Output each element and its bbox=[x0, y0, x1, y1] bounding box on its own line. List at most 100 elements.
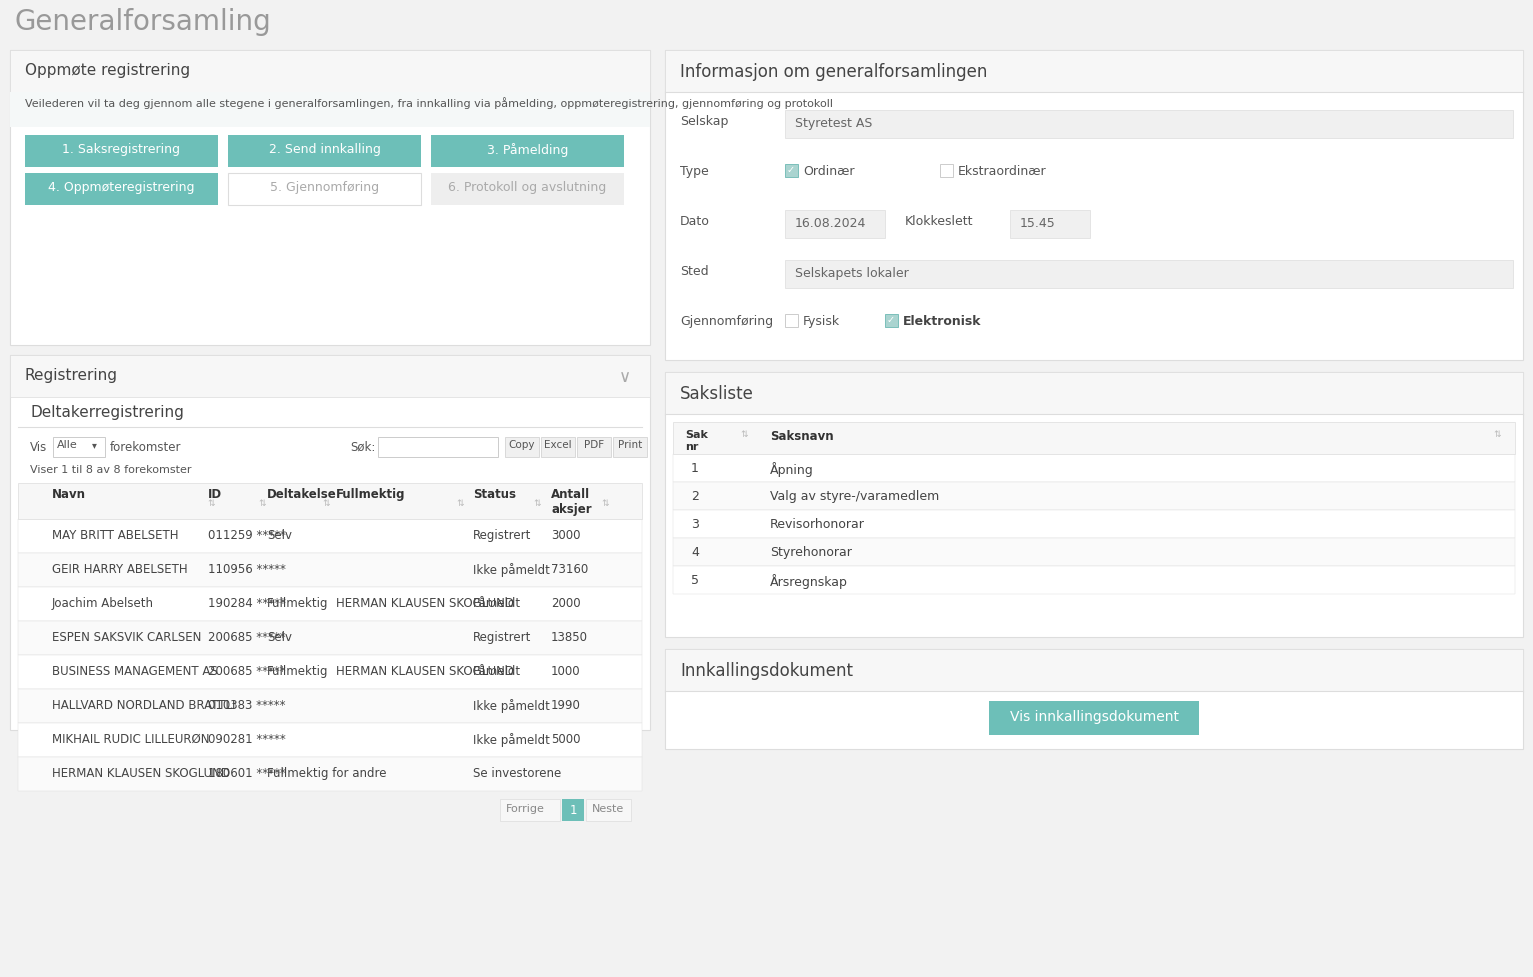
Bar bbox=[18, 483, 642, 519]
Text: 4: 4 bbox=[691, 546, 699, 559]
Text: Neste: Neste bbox=[592, 804, 624, 814]
Text: ∨: ∨ bbox=[619, 368, 632, 386]
Text: HERMAN KLAUSEN SKOGLUND: HERMAN KLAUSEN SKOGLUND bbox=[336, 665, 514, 678]
Text: Se investorene: Se investorene bbox=[474, 767, 561, 780]
Bar bbox=[665, 50, 1522, 92]
Text: Klokkeslett: Klokkeslett bbox=[904, 215, 973, 228]
Bar bbox=[673, 422, 1515, 454]
Bar bbox=[785, 110, 1513, 138]
Bar bbox=[1010, 210, 1090, 238]
Text: ESPEN SAKSVIK CARLSEN: ESPEN SAKSVIK CARLSEN bbox=[52, 631, 201, 644]
Text: Joachim Abelseth: Joachim Abelseth bbox=[52, 597, 153, 610]
Text: PDF: PDF bbox=[584, 440, 604, 450]
Text: Oppmøte registrering: Oppmøte registrering bbox=[25, 63, 190, 78]
Bar bbox=[18, 621, 642, 655]
Text: Innkallingsdokument: Innkallingsdokument bbox=[681, 662, 852, 680]
Text: Påmeldt: Påmeldt bbox=[474, 597, 521, 610]
Text: Deltakerregistrering: Deltakerregistrering bbox=[31, 405, 184, 420]
Text: Valg av styre-/varamedlem: Valg av styre-/varamedlem bbox=[770, 490, 940, 503]
Bar bbox=[18, 723, 642, 757]
Text: Ikke påmeldt: Ikke påmeldt bbox=[474, 699, 550, 713]
Bar bbox=[785, 210, 885, 238]
Text: Selv: Selv bbox=[267, 631, 291, 644]
Bar bbox=[18, 655, 642, 689]
Bar bbox=[989, 701, 1199, 735]
Text: 2000: 2000 bbox=[550, 597, 581, 610]
Text: 2. Send innkalling: 2. Send innkalling bbox=[268, 143, 380, 156]
Text: ⇅: ⇅ bbox=[258, 499, 265, 508]
Text: 5. Gjennomføring: 5. Gjennomføring bbox=[270, 181, 379, 194]
Bar bbox=[11, 355, 650, 397]
Text: 5000: 5000 bbox=[550, 733, 581, 746]
Text: Fullmektig for andre: Fullmektig for andre bbox=[267, 767, 386, 780]
Text: Selskapets lokaler: Selskapets lokaler bbox=[796, 267, 909, 280]
Text: ⇅: ⇅ bbox=[601, 499, 609, 508]
Text: MAY BRITT ABELSETH: MAY BRITT ABELSETH bbox=[52, 529, 178, 542]
Text: 110956 *****: 110956 ***** bbox=[208, 563, 285, 576]
Text: Fullmektig: Fullmektig bbox=[267, 665, 328, 678]
Bar bbox=[785, 260, 1513, 288]
Text: 2: 2 bbox=[691, 490, 699, 503]
Text: 190284 *****: 190284 ***** bbox=[208, 597, 285, 610]
Bar bbox=[11, 355, 650, 730]
Bar bbox=[576, 437, 612, 457]
Bar bbox=[673, 566, 1515, 594]
Text: Deltakelse: Deltakelse bbox=[267, 488, 337, 501]
Text: Vis innkallingsdokument: Vis innkallingsdokument bbox=[1010, 710, 1179, 724]
Text: Selv: Selv bbox=[267, 529, 291, 542]
Text: Åpning: Åpning bbox=[770, 462, 814, 477]
Text: Registrert: Registrert bbox=[474, 529, 532, 542]
Bar bbox=[11, 50, 650, 345]
Text: Styrehonorar: Styrehonorar bbox=[770, 546, 852, 559]
Text: HERMAN KLAUSEN SKOGLUND: HERMAN KLAUSEN SKOGLUND bbox=[336, 597, 514, 610]
Text: Ikke påmeldt: Ikke påmeldt bbox=[474, 563, 550, 577]
Text: Navn: Navn bbox=[52, 488, 86, 501]
Text: ✓: ✓ bbox=[888, 315, 895, 325]
Text: forekomster: forekomster bbox=[110, 441, 181, 454]
Bar bbox=[665, 649, 1522, 691]
Bar bbox=[785, 314, 799, 327]
Bar bbox=[665, 372, 1522, 414]
Bar bbox=[541, 437, 575, 457]
Text: 13850: 13850 bbox=[550, 631, 589, 644]
Bar bbox=[665, 372, 1522, 637]
Bar bbox=[673, 538, 1515, 566]
Text: Fullmektig: Fullmektig bbox=[336, 488, 406, 501]
Text: ID: ID bbox=[208, 488, 222, 501]
Text: HERMAN KLAUSEN SKOGLUND: HERMAN KLAUSEN SKOGLUND bbox=[52, 767, 230, 780]
Text: 090281 *****: 090281 ***** bbox=[208, 733, 285, 746]
Text: 15.45: 15.45 bbox=[1019, 217, 1056, 230]
Text: Excel: Excel bbox=[544, 440, 572, 450]
Text: Revisorhonorar: Revisorhonorar bbox=[770, 518, 865, 531]
Bar bbox=[500, 799, 560, 821]
Text: 1: 1 bbox=[569, 804, 576, 817]
Text: ▾: ▾ bbox=[92, 440, 97, 450]
Bar bbox=[586, 799, 632, 821]
Text: Print: Print bbox=[618, 440, 642, 450]
Bar bbox=[563, 799, 584, 821]
Text: ⇅: ⇅ bbox=[1493, 430, 1501, 439]
Text: Ekstraordinær: Ekstraordinær bbox=[958, 165, 1047, 178]
Bar bbox=[940, 164, 954, 177]
Bar bbox=[673, 510, 1515, 538]
Text: Søk:: Søk: bbox=[350, 441, 376, 454]
Text: 73160: 73160 bbox=[550, 563, 589, 576]
Text: Påmeldt: Påmeldt bbox=[474, 665, 521, 678]
Bar bbox=[673, 454, 1515, 482]
Text: Selskap: Selskap bbox=[681, 115, 728, 128]
Text: 1000: 1000 bbox=[550, 665, 581, 678]
Bar bbox=[18, 587, 642, 621]
Text: 1: 1 bbox=[691, 462, 699, 475]
Bar bbox=[228, 135, 422, 167]
Text: 010383 *****: 010383 ***** bbox=[208, 699, 285, 712]
Bar bbox=[11, 92, 650, 127]
Bar bbox=[25, 135, 218, 167]
Text: 011259 *****: 011259 ***** bbox=[208, 529, 285, 542]
Text: Informasjon om generalforsamlingen: Informasjon om generalforsamlingen bbox=[681, 63, 987, 81]
Text: 1. Saksregistrering: 1. Saksregistrering bbox=[63, 143, 181, 156]
Text: 5: 5 bbox=[691, 574, 699, 587]
Text: 6. Protokoll og avslutning: 6. Protokoll og avslutning bbox=[448, 181, 607, 194]
Text: MIKHAIL RUDIC LILLEURØN: MIKHAIL RUDIC LILLEURØN bbox=[52, 733, 210, 746]
Text: Styretest AS: Styretest AS bbox=[796, 117, 872, 130]
Text: 4. Oppmøteregistrering: 4. Oppmøteregistrering bbox=[48, 181, 195, 194]
